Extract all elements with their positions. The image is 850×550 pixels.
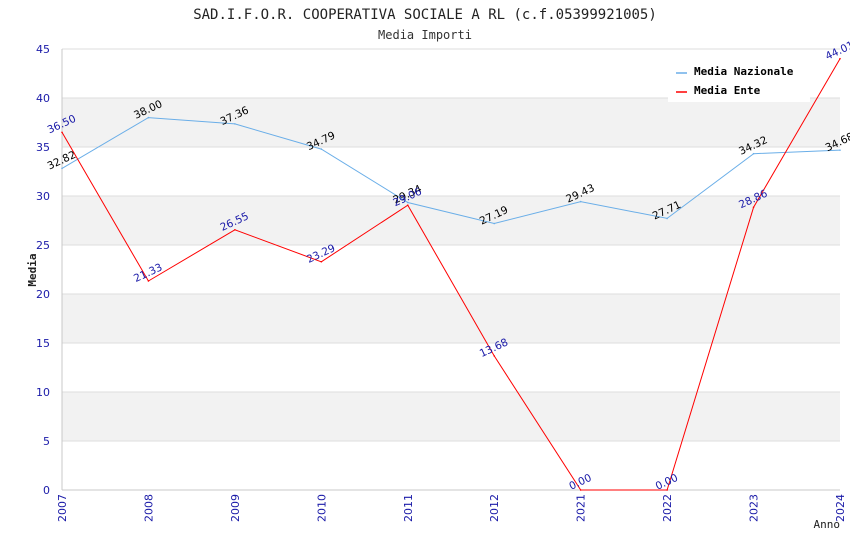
x-tick-label: 2008 [142,494,155,522]
grid-bands [62,48,840,491]
y-tick-label: 5 [43,435,50,448]
y-tick-label: 0 [43,484,50,497]
data-point [666,489,668,491]
grid-band [62,245,840,294]
data-point [406,204,409,207]
y-tick-label: 10 [36,386,50,399]
data-point [752,152,755,155]
series-line-1 [61,58,841,491]
grid-band [62,98,840,147]
data-point [320,148,323,150]
data-point [320,260,323,263]
x-tick-label: 2011 [402,494,415,522]
chart-subtitle: Media Importi [378,28,472,42]
y-tick-label: 40 [36,92,50,105]
data-point [666,217,668,220]
x-axis-label: Anno [814,518,841,531]
grid-band [62,441,840,490]
x-tick-label: 2023 [748,494,761,522]
grid-band [62,147,840,196]
legend: Media Nazionale Media Ente [668,58,810,102]
data-point [234,123,236,125]
grid-band [62,392,840,441]
legend-box [668,58,810,102]
x-tick-label: 2022 [661,494,674,522]
series-lines [61,57,841,491]
y-tick-label: 35 [36,141,50,154]
x-axis-ticks: 2007 2008 2009 2010 2011 2012 2021 2022 2023 2024 [56,494,847,522]
y-tick-label: 15 [36,337,50,350]
x-tick-label: 2021 [575,494,588,522]
legend-label-media-nazionale: Media Nazionale [694,65,794,78]
data-point [61,131,63,134]
data-point [61,167,63,170]
data-point [234,229,236,231]
data-point [406,201,409,204]
data-point [839,149,841,151]
y-tick-label: 25 [36,239,50,252]
data-point [147,116,150,119]
data-point [493,222,496,225]
data-point [579,200,582,203]
x-tick-label: 2007 [56,494,69,522]
data-point [752,206,755,208]
grid-band [62,294,840,343]
y-axis-ticks: 0 5 10 15 20 25 30 35 40 45 [36,43,50,497]
axes [61,49,840,491]
series-line-0 [61,117,841,225]
data-point [579,489,582,491]
chart-title: SAD.I.F.O.R. COOPERATIVA SOCIALE A RL (c… [193,7,657,23]
y-tick-label: 20 [36,288,50,301]
data-point [493,355,496,357]
x-tick-label: 2012 [488,494,501,522]
data-point [839,57,841,60]
grid-band [62,196,840,245]
data-point [147,280,150,282]
x-tick-label: 2009 [229,494,242,522]
y-axis-label: Media [26,253,39,286]
y-tick-label: 45 [36,43,50,56]
y-tick-label: 30 [36,190,50,203]
grid-band [62,343,840,392]
x-tick-label: 2024 [834,494,847,522]
legend-label-media-ente: Media Ente [694,84,761,97]
x-tick-label: 2010 [315,494,328,522]
